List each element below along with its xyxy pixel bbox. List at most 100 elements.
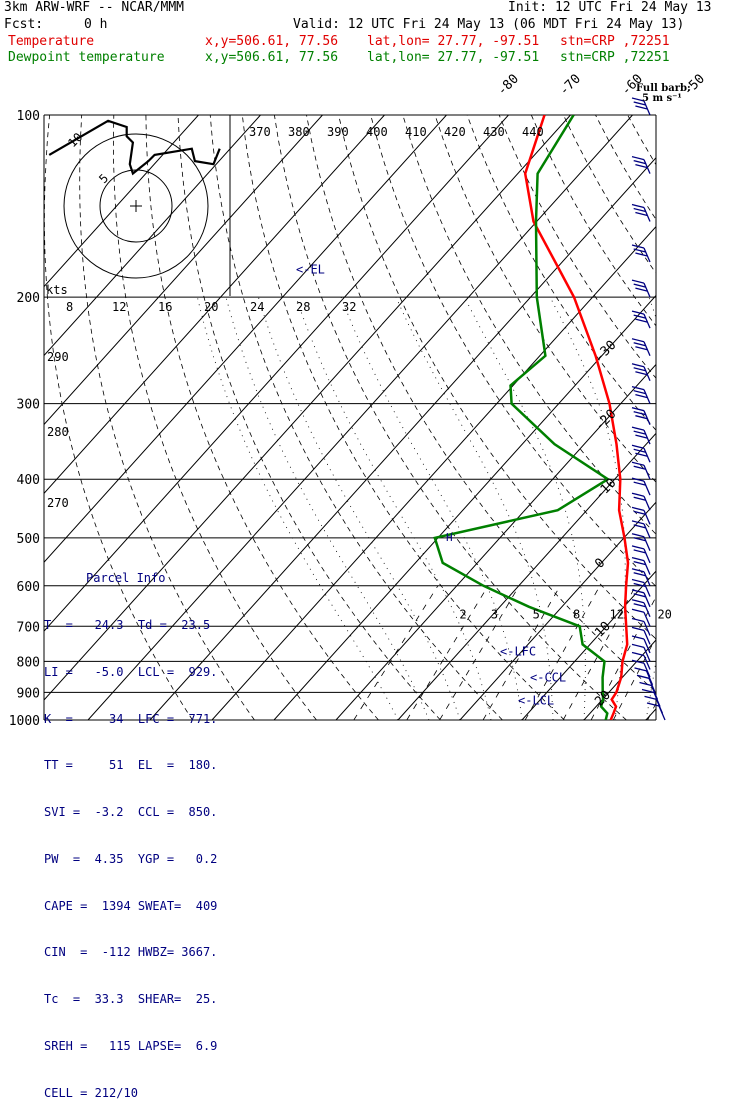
isotherm-line bbox=[212, 115, 740, 720]
wind-barb-feather bbox=[632, 493, 644, 496]
wind-barb-feather bbox=[635, 165, 647, 168]
pressure-tick-label: 100 bbox=[17, 109, 40, 124]
level-label-lcl: <-LCL bbox=[518, 694, 554, 708]
wind-barb-feather bbox=[632, 445, 644, 448]
moist-adiabat bbox=[197, 297, 398, 720]
pressure-tick-label: 400 bbox=[17, 473, 40, 488]
pressure-tick-label: 900 bbox=[17, 686, 40, 701]
wind-barb-feather bbox=[632, 534, 644, 537]
parcel-row: TT = 51 EL = 180. bbox=[44, 758, 222, 774]
wind-barb-feather bbox=[634, 368, 646, 371]
wind-barb-feather bbox=[634, 209, 646, 212]
wind-barb-feather bbox=[632, 157, 644, 160]
parcel-row: SVI = -3.2 CCL = 850. bbox=[44, 805, 222, 821]
wind-barb-feather bbox=[634, 284, 646, 287]
parcel-row: SREH = 115 LAPSE= 6.9 bbox=[44, 1039, 222, 1055]
isotherm-line bbox=[274, 115, 740, 720]
wind-barb-feather bbox=[634, 550, 646, 553]
wind-barb-feather bbox=[632, 609, 644, 612]
parcel-info-title: Parcel Info bbox=[86, 571, 222, 587]
moist-adiabat bbox=[226, 297, 429, 720]
wind-barb-feather bbox=[645, 696, 657, 699]
dry-adiabat bbox=[435, 115, 740, 720]
level-label-lfc: <-LFC bbox=[500, 645, 536, 659]
dry-adiabat bbox=[210, 115, 502, 720]
wind-barb-feather bbox=[634, 412, 646, 415]
isotherm-label: -80 bbox=[495, 72, 522, 99]
isotherm-line bbox=[646, 115, 740, 720]
wind-barb-feather bbox=[635, 288, 647, 291]
wind-barb-feather bbox=[634, 161, 646, 164]
wind-barb bbox=[644, 549, 650, 563]
moist-adiabat bbox=[258, 297, 460, 720]
pressure-tick-label: 1000 bbox=[9, 714, 40, 729]
dry-adiabat bbox=[242, 115, 564, 720]
pressure-tick-label: 500 bbox=[17, 532, 40, 547]
wind-barb-feather bbox=[635, 668, 647, 671]
wind-barb-feather bbox=[635, 416, 647, 419]
wind-barb-feather bbox=[632, 462, 644, 465]
parcel-row: PW = 4.35 YGP = 0.2 bbox=[44, 852, 222, 868]
wind-barb-feather bbox=[632, 580, 644, 583]
parcel-row: K = 34 LFC = 771. bbox=[44, 712, 222, 728]
pressure-tick-label: 200 bbox=[17, 291, 40, 306]
wind-barb-feather bbox=[632, 408, 644, 411]
parcel-row: Tc = 33.3 SHEAR= 25. bbox=[44, 992, 222, 1008]
wind-barb-feather bbox=[632, 546, 644, 549]
parcel-row: CIN = -112 HWBZ= 3667. bbox=[44, 945, 222, 961]
barb-note-line-2: 5 m s⁻¹ bbox=[636, 94, 691, 104]
isotherm-label: -20 bbox=[592, 407, 619, 434]
dry-adiabat-label: 290 bbox=[47, 350, 69, 364]
isotherm-line bbox=[708, 115, 740, 720]
wind-barb-feather bbox=[634, 343, 646, 346]
isotherm-line bbox=[336, 115, 740, 720]
isotherm-label: -70 bbox=[557, 72, 584, 99]
pressure-tick-label: 600 bbox=[17, 580, 40, 595]
wind-barb-feather bbox=[634, 594, 646, 597]
parcel-info-panel: Parcel Info T = 24.3 Td = 23.5 LI = -5.0… bbox=[44, 540, 222, 1117]
dry-adiabat bbox=[660, 115, 740, 720]
wind-barb-feather bbox=[634, 431, 646, 434]
wind-barb-feather bbox=[634, 604, 646, 607]
parcel-row: CAPE = 1394 SWEAT= 409 bbox=[44, 899, 222, 915]
wind-barb-feather bbox=[632, 627, 644, 630]
isotherm-line bbox=[398, 115, 740, 720]
wind-barb-feather bbox=[635, 213, 647, 216]
wind-barb-feather bbox=[635, 319, 647, 322]
wind-barb-feather bbox=[634, 525, 646, 528]
mixing-ratio-label: 2 bbox=[459, 607, 466, 621]
level-label-ccl: <-CCL bbox=[530, 670, 566, 684]
wind-barb-feather bbox=[632, 652, 644, 655]
wind-barb-feather bbox=[632, 600, 644, 603]
wind-barb-feather bbox=[634, 573, 646, 576]
hodograph-ring-label: 5 bbox=[96, 171, 111, 186]
wind-barb-feather bbox=[632, 590, 644, 593]
hodograph-speed-label: 20 bbox=[204, 300, 218, 314]
dry-adiabat bbox=[724, 115, 740, 720]
wind-barb bbox=[644, 481, 650, 495]
theta-e-label: 420 bbox=[444, 125, 466, 139]
theta-e-label: 390 bbox=[327, 125, 349, 139]
wind-barb-feather bbox=[632, 644, 644, 647]
parcel-row: T = 24.3 Td = 23.5 bbox=[44, 618, 222, 634]
wind-barb-feather bbox=[634, 391, 646, 394]
wind-barb-feather bbox=[635, 395, 647, 398]
mixing-ratio-label: 5 bbox=[533, 607, 540, 621]
dry-adiabat bbox=[563, 115, 740, 720]
wind-barb-feather bbox=[635, 347, 647, 350]
hodograph-speed-label: 24 bbox=[250, 300, 264, 314]
parcel-row: LI = -5.0 LCL = 929. bbox=[44, 665, 222, 681]
wind-barb-feather bbox=[634, 497, 646, 500]
mixing-ratio-label: 20 bbox=[657, 607, 671, 621]
wind-barb-feather bbox=[635, 253, 647, 256]
hodograph-units: kts bbox=[46, 283, 68, 297]
theta-e-label: 380 bbox=[288, 125, 310, 139]
wind-barb-feather bbox=[635, 435, 647, 438]
wind-barb bbox=[644, 465, 650, 479]
wind-barb bbox=[644, 537, 650, 551]
wind-barb-feather bbox=[647, 703, 659, 706]
dry-adiabat bbox=[692, 115, 740, 720]
theta-e-label: 370 bbox=[249, 125, 271, 139]
hodograph-speed-label: 32 bbox=[342, 300, 356, 314]
level-label-el: <-EL bbox=[296, 262, 325, 276]
